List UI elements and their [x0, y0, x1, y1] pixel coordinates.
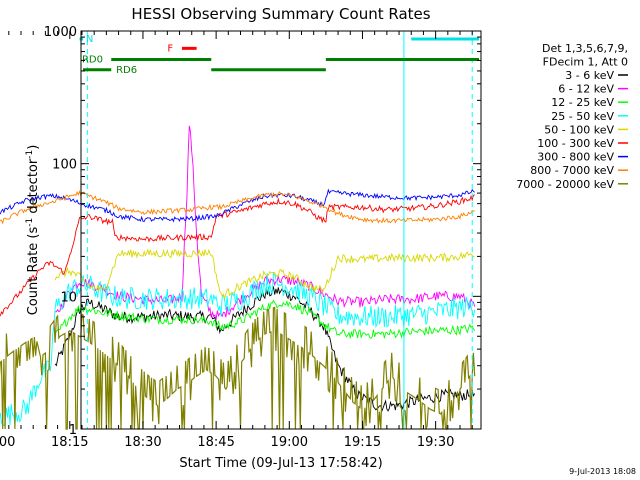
- legend: Det 1,3,5,6,7,9,FDecim 1, Att 03 - 6 keV…: [516, 42, 628, 191]
- x-tick-label: 18:45: [197, 435, 234, 450]
- x-tick-label: 18:30: [124, 435, 161, 450]
- y-tick-label: 1000: [44, 25, 77, 40]
- x-tick-label: 19:15: [344, 435, 381, 450]
- vertical-markers: [86, 31, 473, 429]
- flag-label-5: RD6: [116, 65, 137, 76]
- y-tick-label: 1: [69, 423, 77, 438]
- flag-label-3: RD0: [82, 54, 103, 65]
- series-line-6: [0, 188, 475, 223]
- legend-entry-label: 3 - 6 keV: [565, 69, 614, 82]
- series-line-4: [54, 248, 475, 300]
- y-tick-label: 100: [52, 158, 77, 173]
- legend-header-line: FDecim 1, Att 0: [543, 56, 628, 69]
- series-line-1: [55, 125, 476, 320]
- chart-title: HESSI Observing Summary Count Rates: [131, 5, 430, 23]
- plot-frame: [80, 30, 482, 430]
- series-line-7: [0, 190, 475, 225]
- legend-entry-label: 50 - 100 keV: [544, 123, 614, 136]
- x-tick-label: 18:00: [0, 435, 15, 450]
- series-line-5: [0, 194, 475, 317]
- plot-date-stamp: 9-Jul-2013 18:08: [569, 467, 636, 476]
- series-line-0: [54, 286, 476, 413]
- legend-entry-label: 12 - 25 keV: [551, 96, 614, 109]
- series-line-2: [54, 299, 476, 339]
- legend-entry-label: 800 - 7000 keV: [530, 164, 614, 177]
- x-tick-label: 19:30: [417, 435, 454, 450]
- legend-entry-label: 300 - 800 keV: [537, 151, 614, 164]
- legend-entry-label: 6 - 12 keV: [558, 83, 614, 96]
- legend-entry-label: 100 - 300 keV: [537, 137, 614, 150]
- svg-text:HESSI Observing Summary Count: HESSI Observing Summary Count Rates: [131, 5, 430, 23]
- x-tick-label: 18:15: [51, 435, 88, 450]
- flag-bars: N F RD0 RD6: [79, 34, 479, 76]
- legend-entry-label: 25 - 50 keV: [551, 110, 614, 123]
- x-axis-label: Start Time (09-Jul-13 17:58:42): [179, 456, 382, 471]
- legend-header-line: Det 1,3,5,6,7,9,: [542, 42, 628, 55]
- series-line-3: [0, 272, 476, 427]
- series-line-8: [0, 306, 476, 431]
- x-tick-label: 19:00: [271, 435, 308, 450]
- y-tick-label: 10: [60, 290, 77, 305]
- legend-entry-label: 7000 - 20000 keV: [516, 178, 614, 191]
- y-axis-label: Count Rate (s-1 detector-1): [25, 145, 41, 316]
- x-axis: 18:00 18:15 18:30 18:45 19:00 19:15 19:30: [0, 31, 473, 450]
- data-traces: [0, 125, 476, 431]
- y-axis: 1 10 100 1000: [44, 25, 481, 438]
- flag-label-0: N: [86, 34, 93, 45]
- flag-label-2: F: [167, 43, 173, 54]
